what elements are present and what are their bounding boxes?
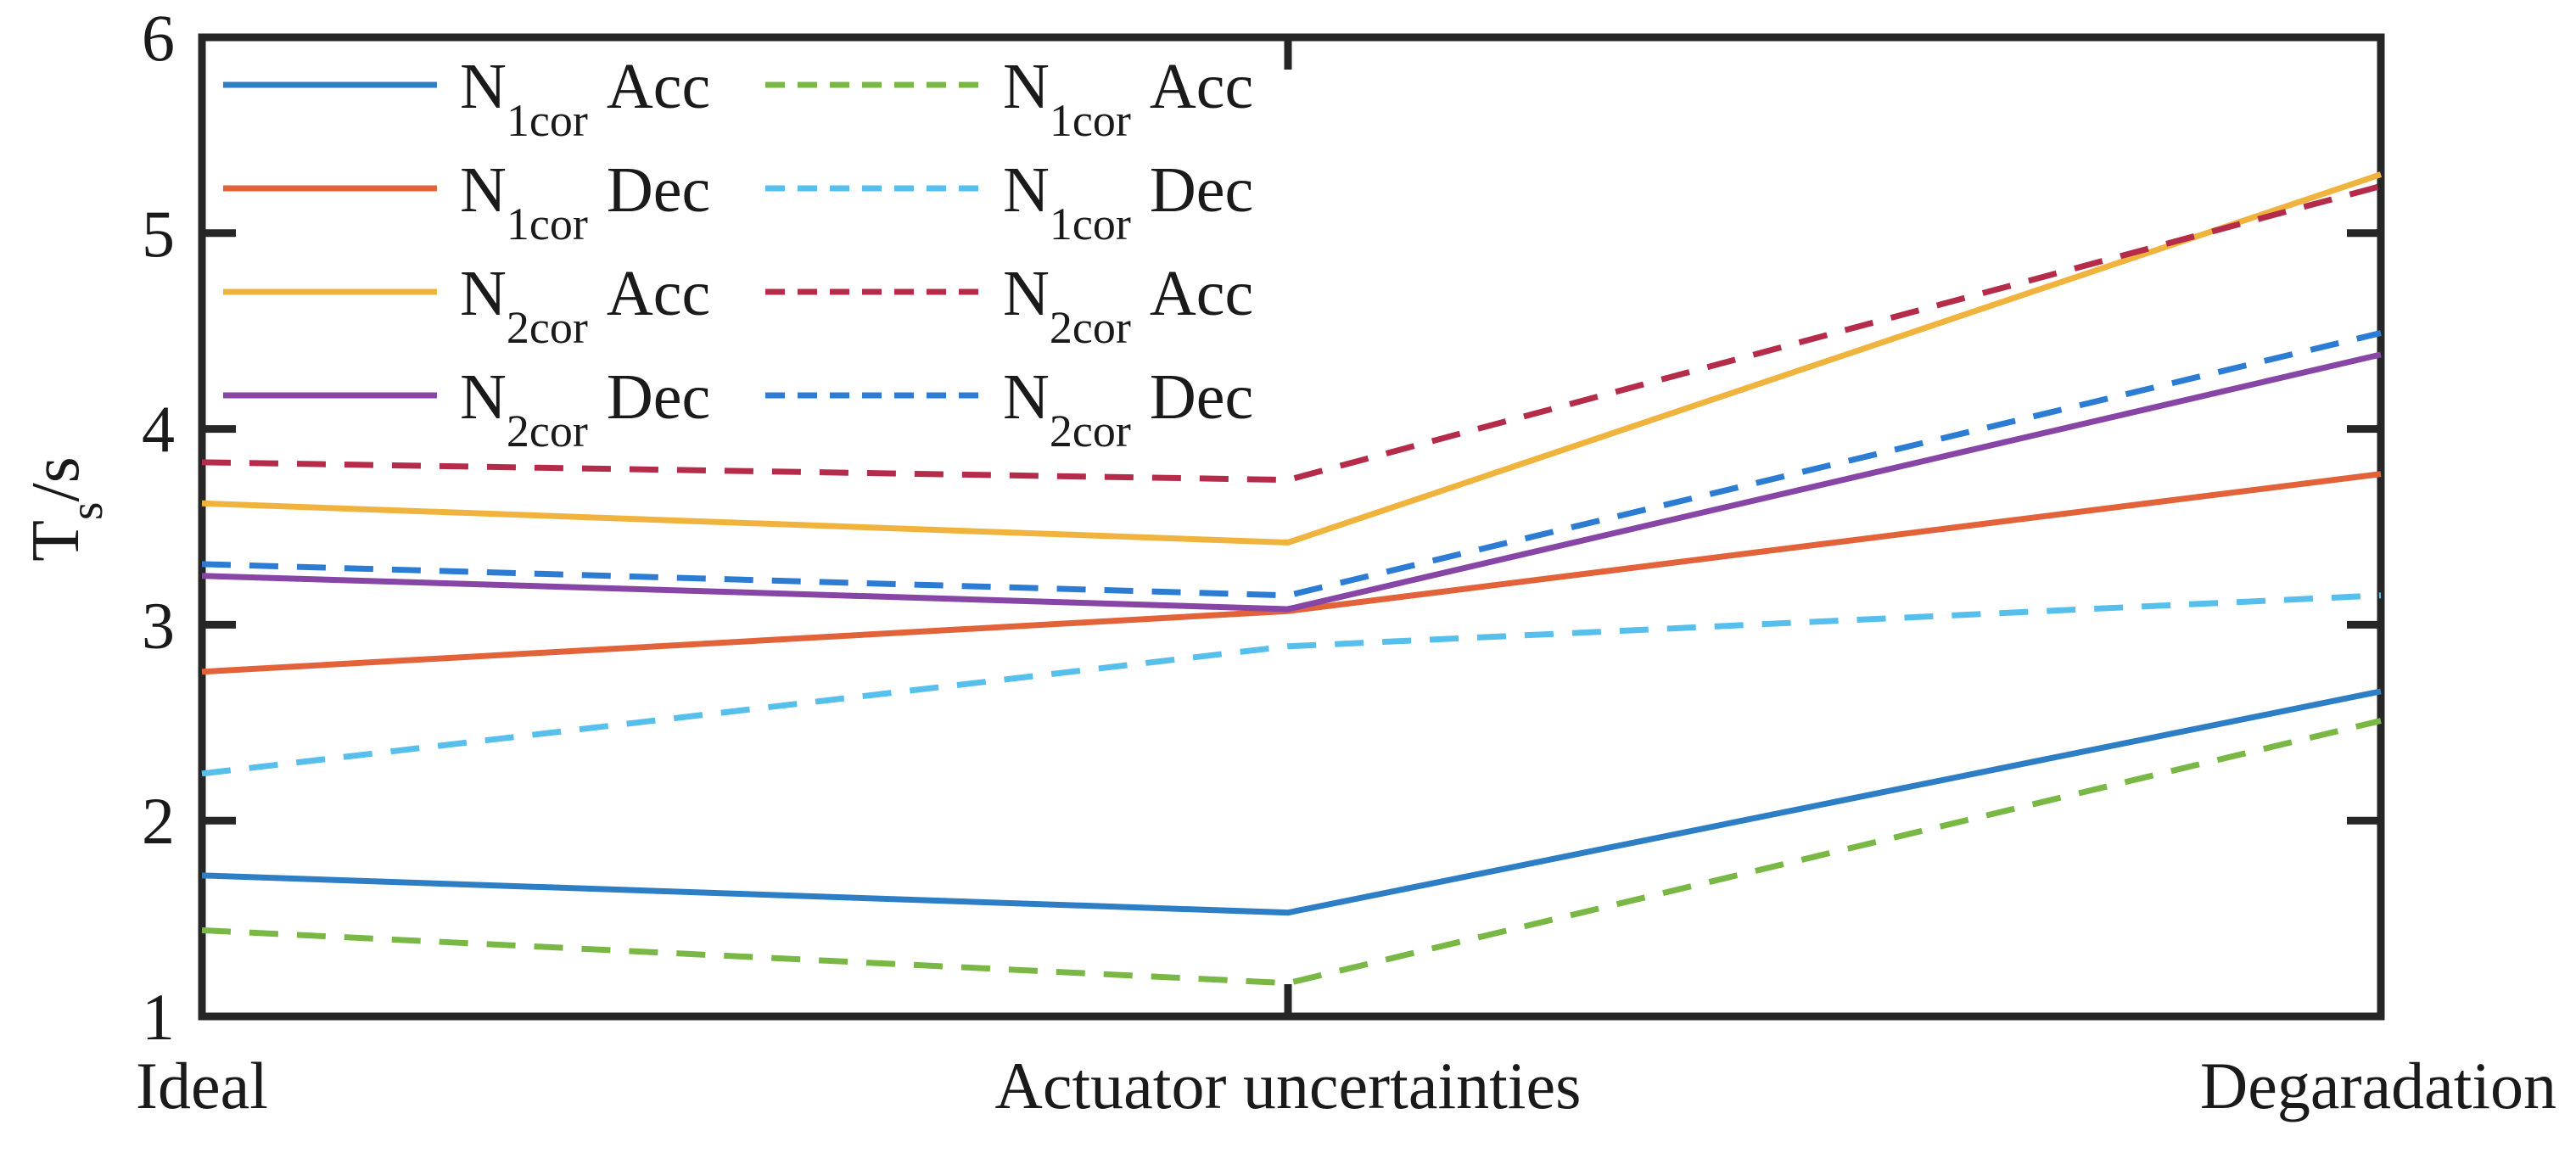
- x-category-label-degaradation: Degaradation: [2200, 1049, 2556, 1122]
- legend-label-n1cor-acc-dashed: N1cor Acc: [1003, 51, 1253, 146]
- legend-label-n2cor-dec-solid: N2cor Dec: [460, 361, 710, 456]
- series-line-n2cor-dec-dashed: [201, 330, 2382, 599]
- y-tick-label: 3: [142, 588, 175, 662]
- series-line-n2cor-acc-solid: [201, 171, 2383, 546]
- legend-entry-n2cor-acc-dashed: N2cor Acc: [765, 258, 1253, 353]
- legend-entry-n1cor-dec-dashed: N1cor Dec: [765, 154, 1253, 249]
- x-category-label-actuator-uncertainties: Actuator uncertainties: [995, 1049, 1582, 1122]
- legend-label-n1cor-dec-dashed: N1cor Dec: [1003, 154, 1253, 249]
- y-axis-label: Ts/s: [19, 456, 112, 562]
- y-tick-label: 1: [142, 980, 175, 1054]
- legend-entry-n2cor-dec-dashed: N2cor Dec: [765, 361, 1253, 456]
- legend-label-n2cor-acc-solid: N2cor Acc: [460, 258, 710, 353]
- legend-label-n2cor-acc-dashed: N2cor Acc: [1003, 258, 1253, 353]
- axis-ticks: [202, 37, 2381, 1016]
- y-tick-label: 4: [142, 393, 175, 467]
- legend-label-n1cor-acc-solid: N1cor Acc: [460, 51, 710, 146]
- legend-entry-n1cor-acc-solid: N1cor Acc: [223, 51, 710, 146]
- series-line-n1cor-acc-solid: [201, 688, 2382, 916]
- legend-label-n2cor-dec-dashed: N2cor Dec: [1003, 361, 1253, 456]
- y-tick-label: 5: [142, 197, 175, 271]
- y-tick-label: 6: [142, 1, 175, 75]
- series-lines: [201, 171, 2383, 987]
- legend-entry-n2cor-acc-solid: N2cor Acc: [223, 258, 710, 353]
- x-category-label-ideal: Ideal: [136, 1049, 268, 1122]
- y-axis-label-units: /s: [19, 456, 93, 502]
- series-line-n1cor-dec-dashed: [201, 592, 2382, 777]
- legend-entry-n1cor-acc-dashed: N1cor Acc: [765, 51, 1253, 146]
- series-line-n1cor-dec-solid: [201, 471, 2382, 675]
- legend-entry-n1cor-dec-solid: N1cor Dec: [223, 154, 710, 249]
- plot-box: [198, 33, 2385, 1021]
- y-axis-label-base: T: [19, 519, 93, 562]
- y-tick-labels: 6 5 4 3 2 1: [142, 1, 175, 1054]
- legend-entry-n2cor-dec-solid: N2cor Dec: [223, 361, 710, 456]
- y-tick-label: 2: [142, 784, 175, 858]
- y-axis-label-subscript: s: [60, 501, 112, 520]
- x-category-labels: Ideal Actuator uncertainties Degaradation: [136, 1049, 2556, 1122]
- legend-label-n1cor-dec-solid: N1cor Dec: [460, 154, 710, 249]
- series-line-n2cor-dec-solid: [201, 351, 2382, 613]
